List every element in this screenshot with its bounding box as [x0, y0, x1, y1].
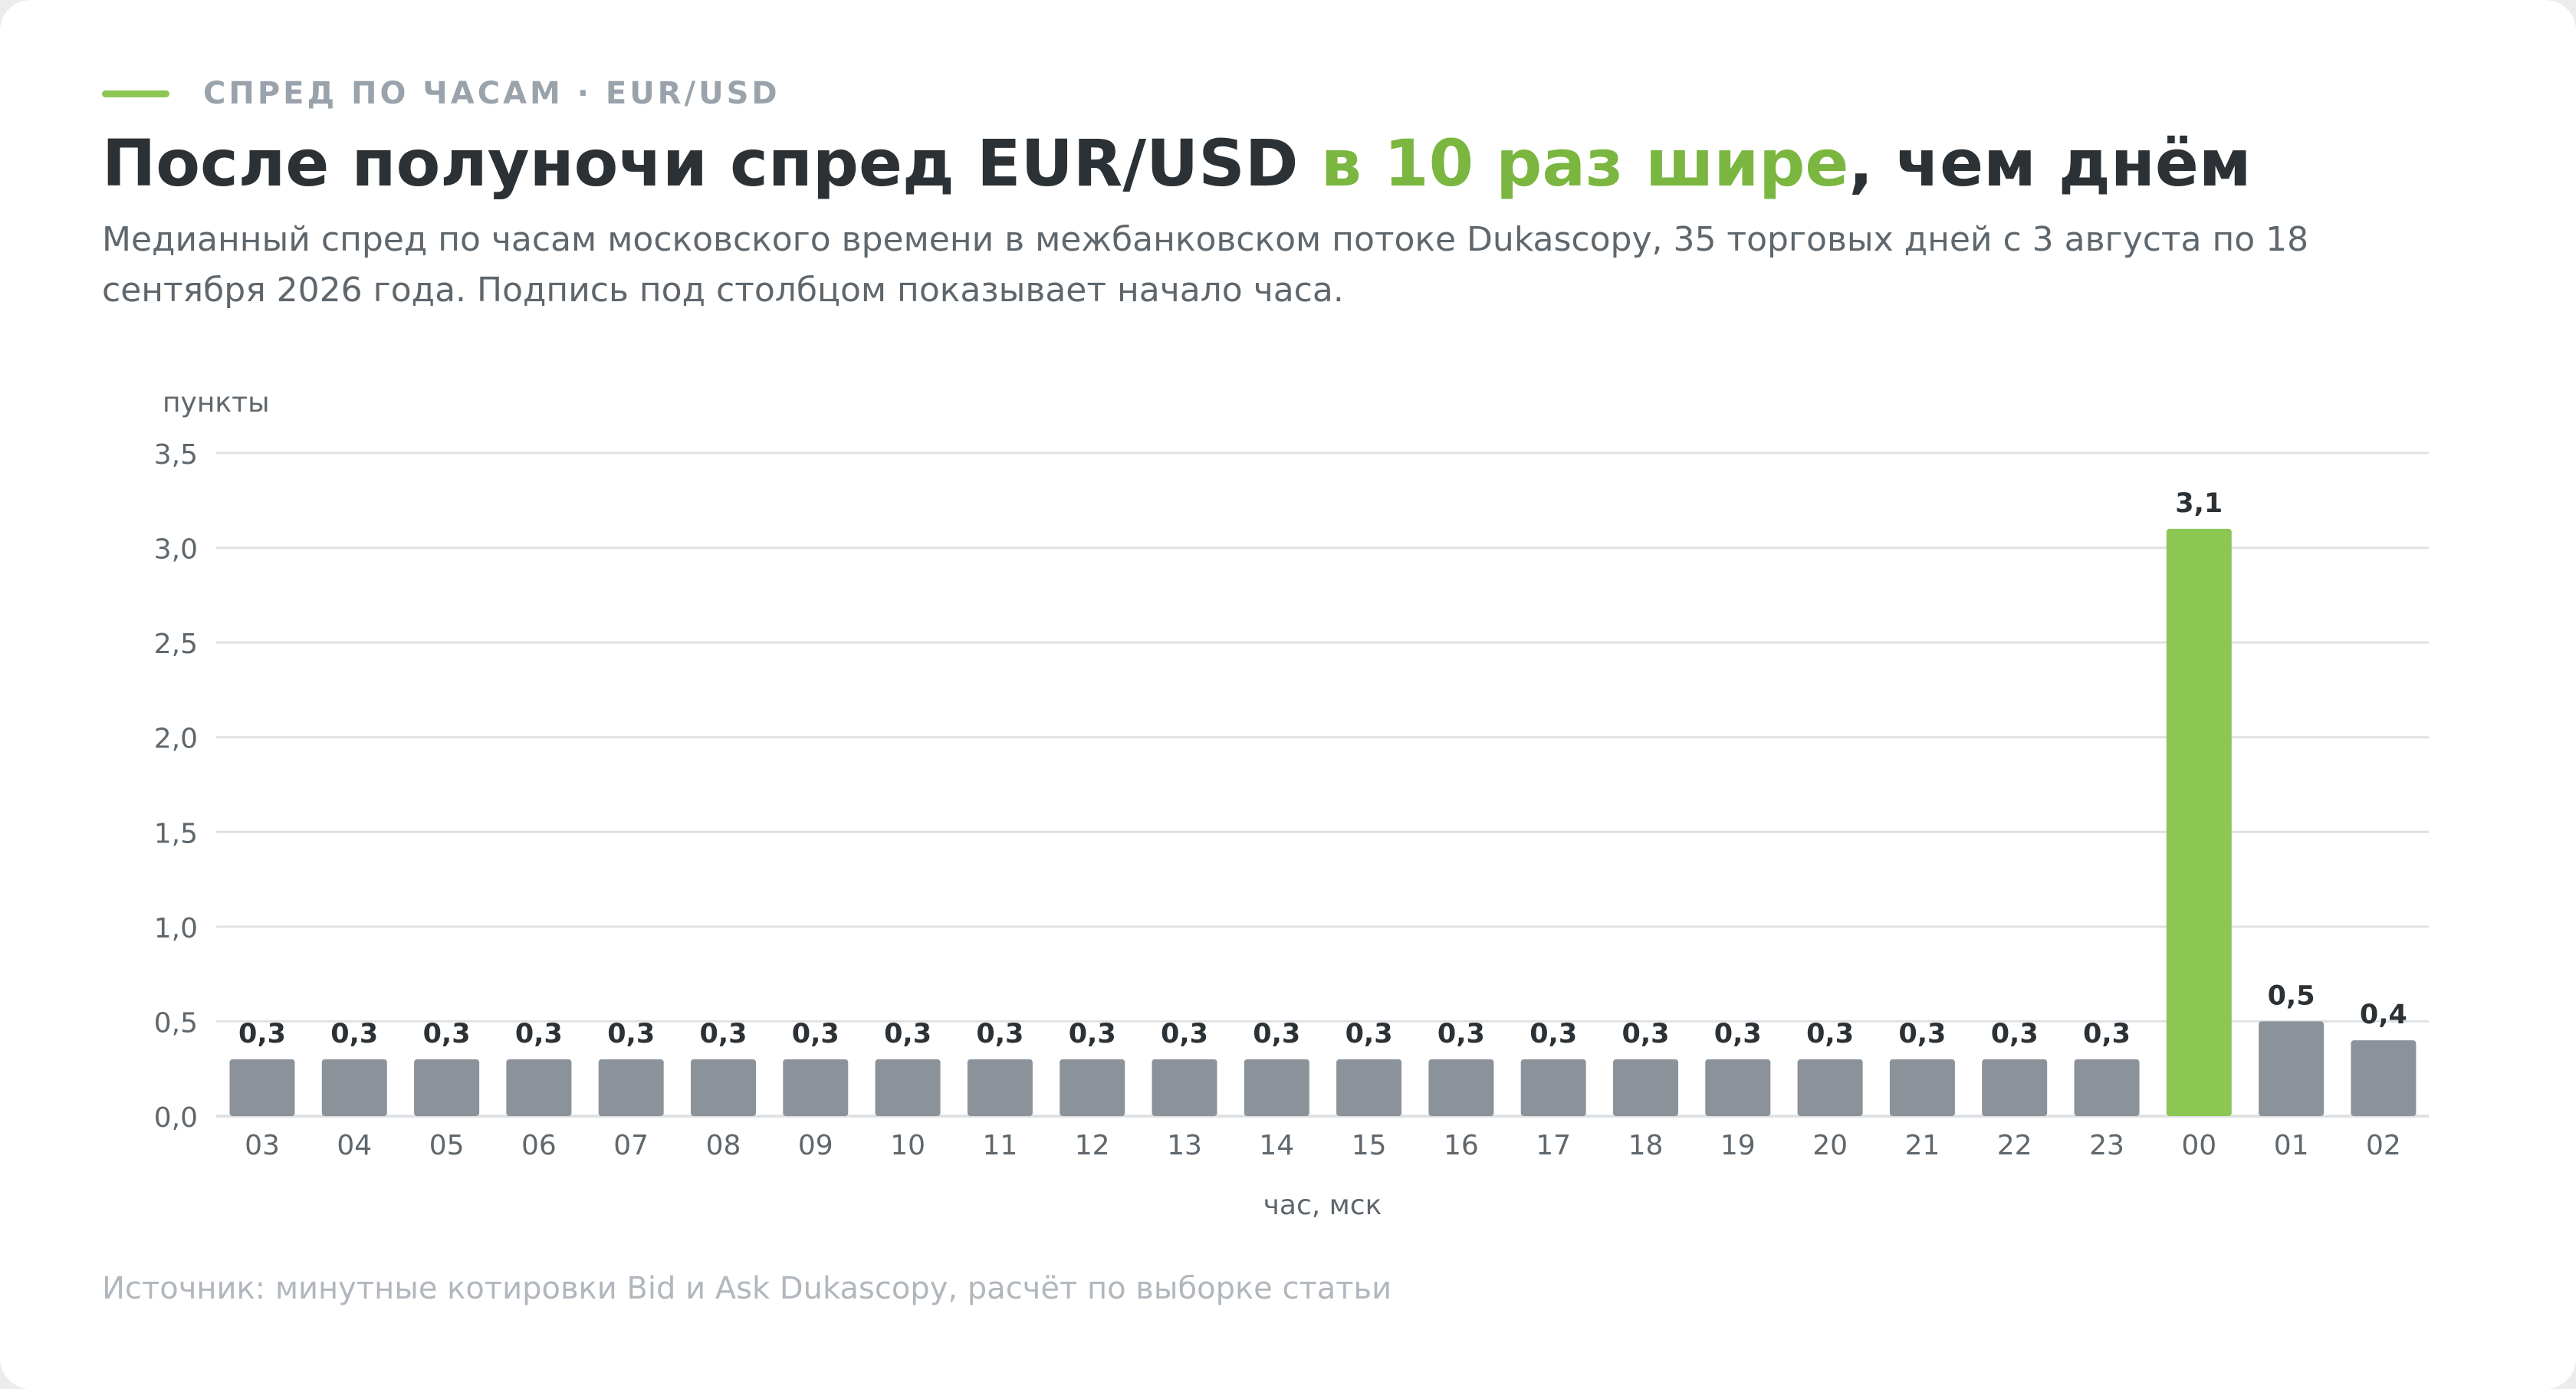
bar-22 [1982, 1059, 2048, 1116]
x-tick-label: 10 [890, 1130, 925, 1161]
bar-value-label: 0,3 [238, 1019, 286, 1049]
x-tick-label: 22 [1997, 1130, 2032, 1161]
y-axis-label: пункты [163, 387, 270, 419]
bar-value-label: 0,3 [1161, 1019, 1208, 1049]
title-part-1: После полуночи спред EUR/USD [102, 126, 1321, 201]
x-tick-label: 17 [1536, 1130, 1571, 1161]
x-tick-label: 04 [337, 1130, 372, 1161]
x-tick-label: 12 [1075, 1130, 1110, 1161]
x-tick-label: 03 [245, 1130, 280, 1161]
bar-value-label: 0,3 [607, 1019, 655, 1049]
bar-value-label: 0,3 [699, 1019, 747, 1049]
bar-value-label: 0,3 [423, 1019, 471, 1049]
bar-05 [414, 1059, 480, 1116]
bar-value-label: 3,1 [2175, 488, 2223, 519]
x-tick-label: 14 [1259, 1130, 1294, 1161]
title-part-2: , чем днём [1848, 126, 2252, 201]
bar-11 [967, 1059, 1033, 1116]
y-tick-label: 3,5 [154, 439, 198, 471]
title-accent: в 10 раз шире [1320, 126, 1849, 201]
bar-18 [1613, 1059, 1678, 1116]
bar-value-label: 0,3 [1253, 1019, 1300, 1049]
bars [229, 528, 2417, 1116]
x-tick-label: 07 [613, 1130, 649, 1161]
y-tick-label: 1,0 [154, 913, 198, 944]
bar-20 [1797, 1059, 1863, 1116]
bar-value-label: 0,3 [1069, 1019, 1116, 1049]
x-tick-label: 01 [2274, 1130, 2309, 1161]
bar-value-label: 0,3 [1806, 1019, 1854, 1049]
bar-17 [1520, 1059, 1586, 1116]
grid-lines [216, 452, 2429, 1118]
x-tick-label: 13 [1167, 1130, 1202, 1161]
x-tick-label: 00 [2181, 1130, 2216, 1161]
bar-value-label: 0,3 [515, 1019, 563, 1049]
bar-07 [598, 1059, 664, 1116]
bar-value-label: 0,3 [884, 1019, 932, 1049]
bar-value-label: 0,5 [2268, 980, 2315, 1011]
kicker-text: СПРЕД ПО ЧАСАМ · EUR/USD [203, 76, 780, 111]
bar-23 [2074, 1059, 2140, 1116]
bar-06 [506, 1059, 572, 1116]
bar-value-label: 0,3 [1898, 1019, 1946, 1049]
bar-value-label: 0,3 [1714, 1019, 1762, 1049]
y-tick-label: 1,5 [154, 818, 198, 849]
bar-19 [1705, 1059, 1771, 1116]
bar-04 [321, 1059, 387, 1116]
bar-value-label: 0,3 [976, 1019, 1024, 1049]
y-tick-label: 3,0 [154, 534, 198, 566]
kicker: СПРЕД ПО ЧАСАМ · EUR/USD [102, 74, 780, 113]
bar-value-label: 0,3 [1438, 1019, 1485, 1049]
bar-value-label: 0,3 [1530, 1019, 1577, 1049]
x-tick-label: 02 [2366, 1130, 2401, 1161]
bar-value-label: 0,3 [1622, 1019, 1669, 1049]
x-tick-label: 15 [1352, 1130, 1387, 1161]
y-tick-label: 0,0 [154, 1102, 198, 1134]
x-tick-label: 06 [521, 1130, 557, 1161]
bar-09 [783, 1059, 849, 1116]
bar-12 [1060, 1059, 1125, 1116]
bar-value-label: 0,3 [1346, 1019, 1393, 1049]
bar-value-label: 0,3 [330, 1019, 378, 1049]
x-tick-label: 18 [1628, 1130, 1664, 1161]
x-tick-label: 21 [1904, 1130, 1940, 1161]
bar-08 [691, 1059, 756, 1116]
bar-14 [1244, 1059, 1309, 1116]
x-tick-label: 09 [798, 1130, 833, 1161]
bar-value-label: 0,3 [2083, 1019, 2131, 1049]
bar-13 [1152, 1059, 1217, 1116]
bar-15 [1336, 1059, 1402, 1116]
kicker-accent-line [102, 90, 169, 97]
x-tick-label: 05 [429, 1130, 465, 1161]
chart-subtitle: Медианный спред по часам московского вре… [102, 220, 2309, 310]
y-tick-label: 0,5 [154, 1007, 198, 1039]
labels: 0,0 0,5 1,0 1,5 2,0 2,5 3,0 3,5 пункты 0,3 03 0,3 04… [154, 387, 2407, 1221]
bar-02 [2351, 1040, 2417, 1116]
x-tick-label: 16 [1444, 1130, 1479, 1161]
x-tick-label: 11 [982, 1130, 1017, 1161]
chart-title: После полуночи спред EUR/USD в 10 раз ши… [102, 123, 2252, 204]
bar-16 [1428, 1059, 1494, 1116]
x-tick-label: 08 [706, 1130, 741, 1161]
bar-01 [2259, 1021, 2325, 1116]
x-tick-label: 19 [1720, 1130, 1756, 1161]
bar-03 [229, 1059, 295, 1116]
y-tick-label: 2,5 [154, 629, 198, 660]
x-axis-label: час, мск [1263, 1190, 1382, 1221]
bar-value-label: 0,3 [1991, 1019, 2039, 1049]
bar-00 [2166, 528, 2232, 1116]
bar-21 [1889, 1059, 1955, 1116]
source-note: Источник: минутные котировки Bid и Ask D… [102, 1271, 1392, 1306]
x-tick-label: 23 [2089, 1130, 2124, 1161]
bar-value-label: 0,3 [792, 1019, 840, 1049]
x-tick-label: 20 [1812, 1130, 1848, 1161]
bar-value-label: 0,4 [2360, 1000, 2407, 1030]
y-tick-label: 2,0 [154, 724, 198, 755]
bar-10 [875, 1059, 941, 1116]
